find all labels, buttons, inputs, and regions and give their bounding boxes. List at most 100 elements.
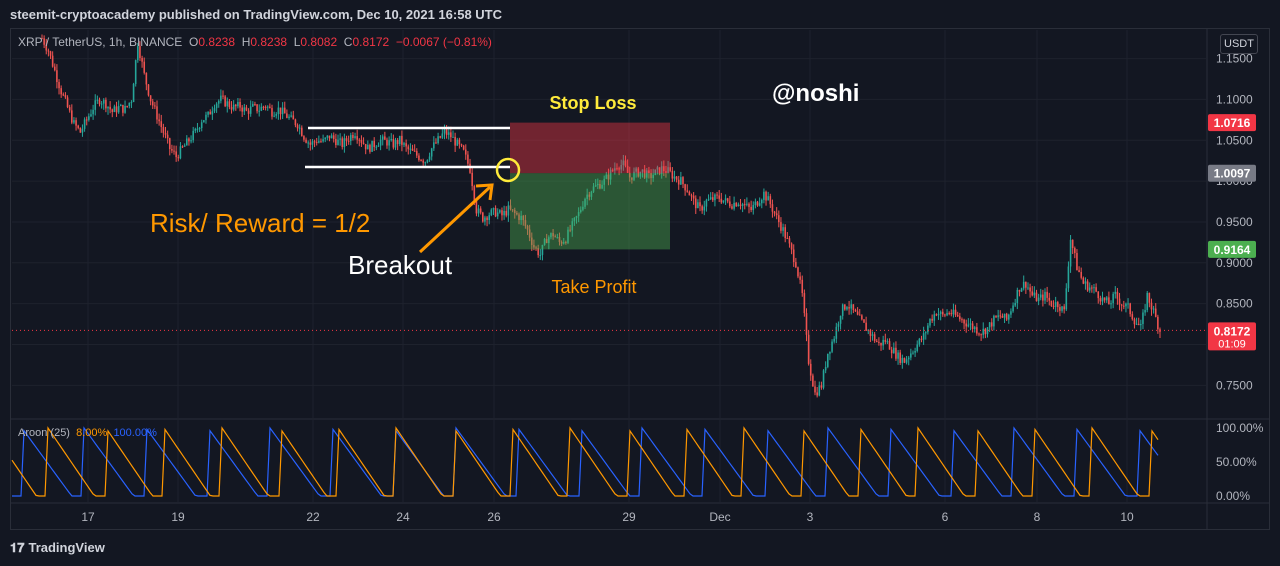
candle-body	[283, 107, 286, 114]
candle-body	[81, 128, 84, 133]
candle-body	[784, 227, 787, 239]
candle-body	[381, 136, 384, 140]
candle-body	[886, 341, 889, 343]
candle-body	[137, 46, 139, 61]
candle-body	[1010, 311, 1012, 315]
candle-body	[347, 140, 350, 142]
candle-body	[254, 104, 256, 106]
candle-body	[722, 200, 725, 203]
candle-body	[586, 194, 588, 199]
candle-body	[232, 104, 235, 110]
candle-body	[550, 233, 552, 238]
candle-body	[198, 128, 201, 130]
candle-body	[298, 127, 301, 129]
candle-body	[846, 307, 848, 310]
candle-body	[897, 352, 899, 359]
candle-body	[207, 111, 209, 115]
candle-body	[90, 114, 92, 117]
candle-body	[79, 127, 82, 133]
candle-body	[1012, 305, 1014, 312]
candle-body	[699, 202, 701, 207]
candle-body	[729, 201, 731, 207]
candle-body	[258, 110, 261, 112]
x-tick-label: 10	[1120, 510, 1134, 524]
candle-body	[430, 148, 433, 157]
candle-body	[769, 196, 772, 205]
candle-body	[386, 139, 388, 146]
candle-body	[954, 309, 957, 316]
candle-body	[854, 309, 857, 312]
candle-body	[924, 332, 927, 334]
candle-body	[1061, 306, 1063, 311]
candle-body	[147, 84, 150, 96]
candle-body	[237, 101, 239, 107]
candle-body	[450, 132, 452, 138]
candle-body	[43, 38, 45, 45]
candle-body	[1129, 303, 1131, 315]
candle-body	[865, 322, 867, 331]
candle-body	[354, 136, 356, 139]
candle-body	[709, 197, 712, 200]
candle-body	[844, 304, 846, 310]
candle-body	[663, 166, 665, 172]
candle-body	[775, 213, 778, 216]
candle-body	[763, 191, 765, 200]
candle-body	[790, 243, 793, 250]
candle-body	[479, 208, 482, 213]
aroon-down-value: 100.00%	[113, 427, 157, 439]
candle-body	[315, 141, 318, 143]
candle-body	[814, 386, 816, 393]
candle-body	[98, 99, 101, 105]
candle-body	[773, 211, 776, 214]
candle-body	[786, 238, 789, 240]
y-tick-label: 0.7500	[1216, 378, 1253, 392]
candle-body	[692, 195, 695, 199]
candles	[41, 34, 1161, 398]
candle-body	[379, 139, 382, 146]
candle-body	[890, 349, 893, 354]
candle-body	[203, 120, 205, 123]
candle-body	[311, 141, 314, 145]
currency-selector[interactable]: USDT	[1220, 34, 1258, 54]
candle-body	[1029, 287, 1031, 292]
candle-body	[439, 136, 442, 138]
candle-body	[51, 55, 54, 67]
candle-body	[562, 242, 565, 244]
close-value: 0.8172	[352, 35, 390, 49]
candle-body	[424, 162, 427, 164]
candle-body	[524, 220, 527, 226]
candle-body	[1122, 305, 1125, 307]
candle-body	[873, 334, 876, 341]
candle-body	[324, 137, 327, 140]
candle-body	[107, 106, 109, 109]
candle-body	[680, 177, 682, 185]
candle-body	[41, 38, 43, 40]
candle-body	[526, 225, 529, 230]
candle-body	[1033, 292, 1036, 296]
candle-body	[835, 326, 838, 339]
candle-body	[307, 142, 309, 144]
candle-body	[256, 104, 258, 112]
candle-body	[281, 107, 284, 115]
candle-body	[162, 127, 165, 133]
candle-body	[633, 171, 635, 180]
candle-body	[724, 198, 727, 201]
candle-body	[392, 138, 395, 148]
candle-body	[1101, 297, 1104, 302]
candle-body	[1027, 287, 1029, 289]
candle-body	[377, 145, 380, 147]
candle-body	[882, 339, 884, 346]
candle-body	[217, 100, 220, 104]
candle-body	[111, 109, 114, 112]
chart-frame[interactable]	[10, 28, 1270, 530]
candle-body	[941, 311, 944, 315]
candle-body	[788, 238, 791, 244]
candle-body	[130, 102, 133, 104]
candle-body	[1112, 293, 1114, 304]
candle-body	[1103, 297, 1106, 301]
candle-body	[117, 106, 120, 113]
x-tick-label: 26	[487, 510, 501, 524]
candle-body	[1065, 288, 1068, 310]
candle-body	[109, 106, 111, 110]
